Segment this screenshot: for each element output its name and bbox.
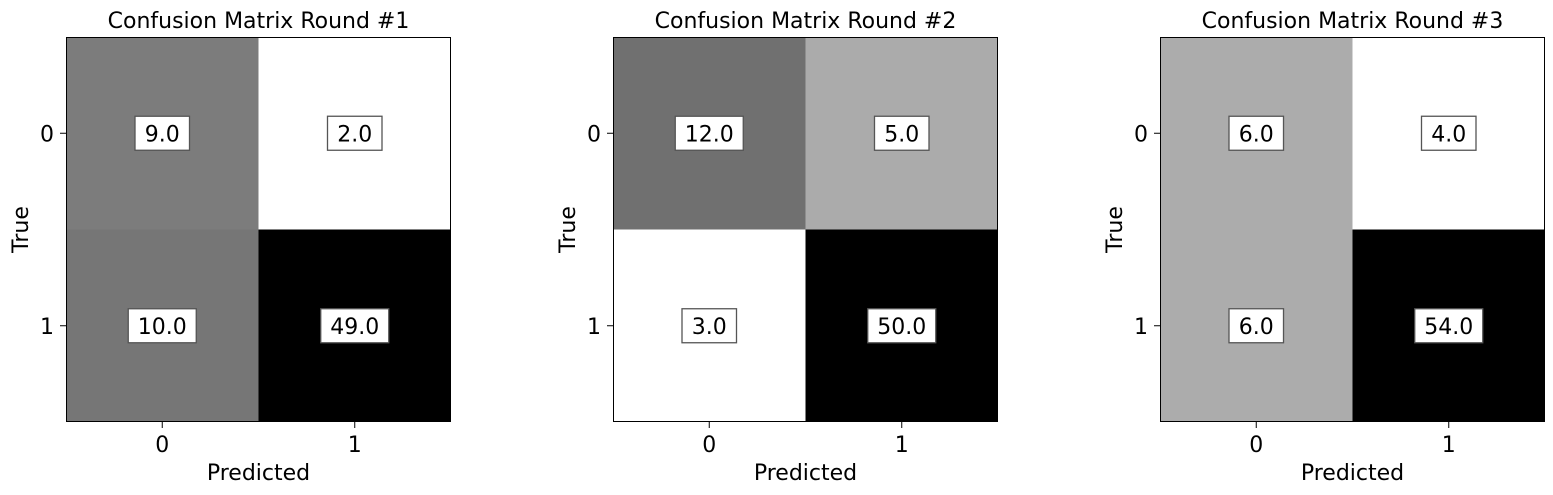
y-tick-label: 1 xyxy=(40,315,54,340)
y-tick-label: 0 xyxy=(1134,122,1148,147)
x-axis-label: Predicted xyxy=(754,461,857,486)
y-tick-label: 0 xyxy=(587,122,601,147)
cell-value-box xyxy=(127,308,197,344)
y-axis-label: True xyxy=(9,206,34,254)
cell-value-label: 3.0 xyxy=(692,315,727,340)
cell-value-box xyxy=(134,115,191,151)
cell-value-box xyxy=(320,308,390,344)
cell-value-label: 2.0 xyxy=(337,122,372,147)
cell-value-label: 9.0 xyxy=(145,122,180,147)
chart-title: Confusion Matrix Round #3 xyxy=(1202,9,1504,34)
x-axis-label: Predicted xyxy=(207,461,310,486)
chart-title: Confusion Matrix Round #2 xyxy=(655,9,957,34)
cell-value-label: 5.0 xyxy=(884,122,919,147)
confusion-matrix-panel-3: 6.0 4.0 6.0 54.0 Confusion Matrix Round #3 0 1… xyxy=(1103,9,1545,486)
cell-value-box xyxy=(1228,308,1285,344)
x-tick-label: 0 xyxy=(1249,433,1263,458)
x-tick-label: 0 xyxy=(702,433,716,458)
cell-value-box xyxy=(1414,308,1484,344)
plot-frame xyxy=(613,37,998,422)
plot-frame xyxy=(66,37,451,422)
cell-value-label: 6.0 xyxy=(1239,122,1274,147)
y-axis-label: True xyxy=(556,206,581,254)
cell-value-label: 6.0 xyxy=(1239,315,1274,340)
y-tick-label: 1 xyxy=(1134,315,1148,340)
confusion-matrix-panel-1: 9.0 2.0 10.0 49.0 Confusion Matrix Round #1 0… xyxy=(9,9,451,486)
x-tick-label: 0 xyxy=(155,433,169,458)
cell-value-label: 4.0 xyxy=(1431,122,1466,147)
chart-title: Confusion Matrix Round #1 xyxy=(108,9,410,34)
cell-value-label: 50.0 xyxy=(877,315,926,340)
cell-value-box xyxy=(326,115,383,151)
cell-value-box xyxy=(1420,115,1477,151)
x-tick-label: 1 xyxy=(348,433,362,458)
cell-value-box xyxy=(867,308,937,344)
y-tick-label: 0 xyxy=(40,122,54,147)
cell-value-box xyxy=(1228,115,1285,151)
y-axis-label: True xyxy=(1103,206,1128,254)
cell-value-box xyxy=(674,115,744,151)
cell-value-box xyxy=(681,308,738,344)
cell-value-label: 54.0 xyxy=(1424,315,1473,340)
x-tick-label: 1 xyxy=(895,433,909,458)
y-tick-label: 1 xyxy=(587,315,601,340)
x-axis-label: Predicted xyxy=(1301,461,1404,486)
confusion-matrix-panel-2: 12.0 5.0 3.0 50.0 Confusion Matrix Round #2 0… xyxy=(556,9,998,486)
cell-value-label: 12.0 xyxy=(685,122,734,147)
cell-value-box xyxy=(873,115,930,151)
cell-value-label: 49.0 xyxy=(330,315,379,340)
cell-value-label: 10.0 xyxy=(138,315,187,340)
x-tick-label: 1 xyxy=(1442,433,1456,458)
plot-frame xyxy=(1160,37,1545,422)
